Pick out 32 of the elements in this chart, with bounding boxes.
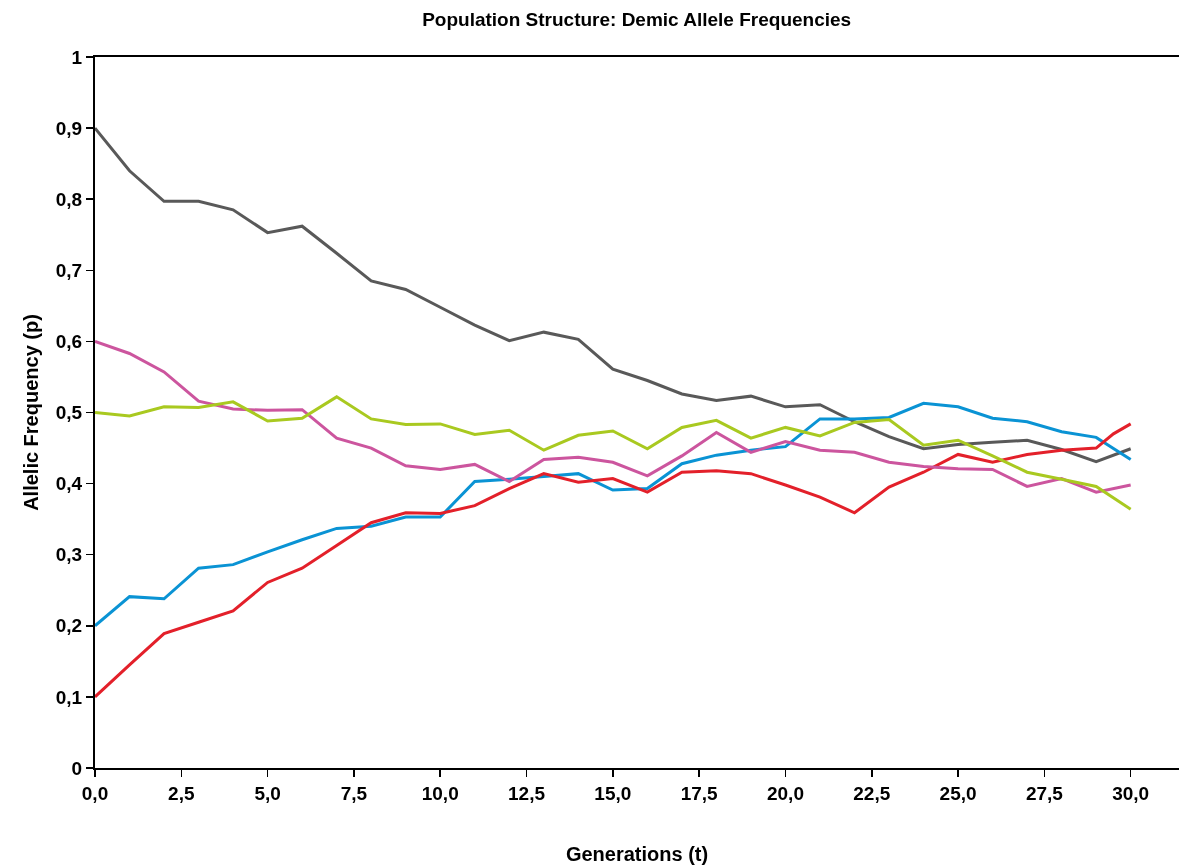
line-series <box>95 422 1133 699</box>
y-tick-label: 0,1 <box>55 686 83 708</box>
y-tick-label: 1 <box>71 46 83 68</box>
y-tick-label: 0,8 <box>55 188 83 210</box>
x-axis-title: Generations (t) <box>565 843 709 865</box>
y-tick-label: 0,9 <box>55 117 83 139</box>
line-series <box>95 395 1133 511</box>
x-tick-label: 22,5 <box>853 782 891 804</box>
x-tick-label: 30,0 <box>1112 782 1150 804</box>
y-tick-label: 0,4 <box>55 473 83 495</box>
x-tick-label: 0,0 <box>81 782 109 804</box>
x-tick-label: 17,5 <box>680 782 719 804</box>
y-tick-label: 0,7 <box>55 259 83 281</box>
y-axis-title: Allelic Frequency (p) <box>19 314 42 511</box>
chart-title: Population Structure: Demic Allele Frequencies <box>422 9 852 31</box>
x-tick-label: 7,5 <box>340 782 368 804</box>
x-tick-label: 25,0 <box>939 782 977 804</box>
x-tick-label: 12,5 <box>508 782 546 804</box>
x-tick-label: 2,5 <box>168 782 195 804</box>
x-tick-label: 27,5 <box>1025 782 1064 804</box>
x-tick-label: 10,0 <box>421 782 459 804</box>
line-series <box>95 339 1133 494</box>
y-tick-label: 0,6 <box>55 331 83 353</box>
line-series <box>95 126 1133 464</box>
y-tick-label: 0,3 <box>55 544 83 566</box>
line-series <box>95 401 1133 628</box>
x-tick-label: 5,0 <box>254 782 281 804</box>
y-tick-label: 0,2 <box>55 615 83 637</box>
y-tick-label: 0,5 <box>55 402 83 424</box>
y-tick-label: 0 <box>71 757 83 779</box>
x-tick-label: 20,0 <box>766 782 804 804</box>
x-tick-label: 15,0 <box>594 782 632 804</box>
